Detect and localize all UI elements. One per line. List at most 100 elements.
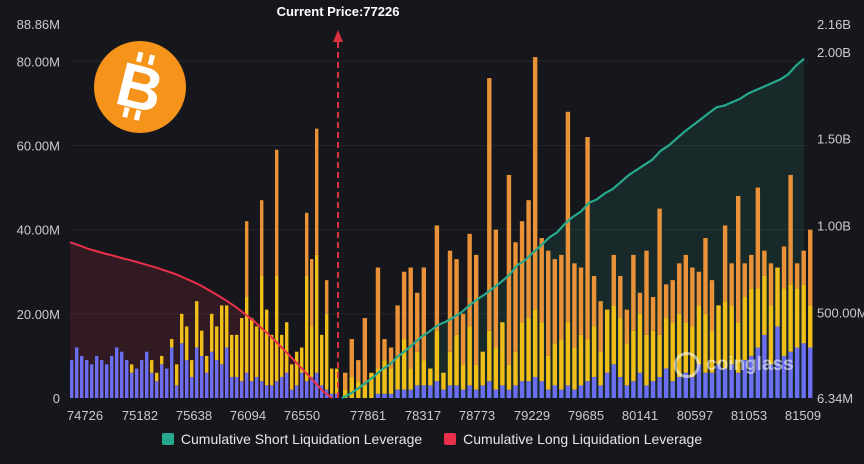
bar-segment	[270, 334, 274, 386]
bar-segment	[275, 381, 279, 398]
bar-segment	[135, 368, 139, 398]
bar-segment	[205, 355, 209, 373]
bar-segment	[415, 385, 420, 398]
bar-segment	[716, 305, 721, 365]
bar-segment	[572, 263, 577, 348]
bar-segment	[650, 296, 656, 331]
bar-segment	[225, 347, 229, 398]
bar-segment	[454, 334, 459, 386]
bar-segment	[150, 360, 154, 373]
bar-segment	[801, 343, 806, 398]
short-cumulative-line	[341, 57, 805, 399]
bar-segment	[605, 372, 610, 398]
bar-segment	[598, 351, 603, 386]
bar-segment	[781, 355, 787, 398]
bar-segment	[170, 339, 174, 348]
bar-segment	[506, 174, 512, 365]
bar-segment	[395, 355, 400, 390]
x-tick-label: 79229	[514, 408, 550, 423]
bar-segment	[500, 385, 505, 398]
bar-segment	[749, 288, 754, 356]
bar-segment	[155, 372, 159, 382]
bar-segment	[677, 263, 682, 314]
bar-segment	[447, 250, 453, 352]
bar-segment	[170, 347, 174, 398]
y-right-tick-label: 500.00M	[817, 305, 864, 320]
bar-segment	[591, 275, 597, 327]
bar-segment	[155, 381, 159, 398]
bar-segment	[578, 334, 584, 386]
bar-segment	[631, 381, 636, 398]
legend-item-long[interactable]: Cumulative Long Liquidation Leverage	[444, 431, 702, 447]
bar-segment	[788, 284, 793, 352]
bar-segment	[644, 385, 649, 398]
bar-segment	[434, 381, 440, 398]
bar-segment	[559, 254, 564, 340]
bar-segment	[100, 360, 104, 398]
bar-segment	[330, 368, 334, 394]
bar-segment	[657, 376, 662, 398]
bar-segment	[703, 313, 708, 373]
bar-segment	[275, 275, 279, 382]
bar-segment	[215, 360, 219, 398]
bar-segment	[275, 149, 279, 276]
bar-segment	[749, 355, 754, 398]
bar-segment	[235, 376, 239, 398]
bar-segment	[624, 385, 630, 398]
bar-segment	[180, 313, 184, 344]
bar-segment	[220, 364, 224, 398]
bar-segment	[539, 238, 544, 323]
bar-segment	[305, 275, 309, 382]
bar-segment	[300, 347, 304, 373]
bar-segment	[637, 313, 643, 373]
current-price-arrow-icon	[333, 30, 343, 42]
bar-segment	[270, 385, 274, 398]
bar-segment	[290, 364, 294, 390]
bar-segment	[325, 313, 329, 390]
bitcoin-logo-icon: B	[94, 41, 186, 133]
bar-segment	[546, 355, 551, 390]
bar-segment	[722, 225, 728, 302]
bar-segment	[650, 381, 656, 398]
bar-segment	[260, 381, 264, 398]
bar-segment	[709, 372, 715, 398]
bar-segment	[467, 326, 472, 386]
bar-segment	[624, 343, 630, 386]
bar-segment	[513, 242, 518, 352]
bar-segment	[200, 330, 204, 356]
bar-segment	[310, 326, 314, 377]
bar-segment	[657, 208, 662, 335]
bar-segment	[519, 322, 525, 382]
bar-segment	[395, 389, 400, 398]
bar-segment	[690, 376, 695, 398]
bar-segment	[598, 385, 603, 398]
bar-segment	[788, 351, 793, 398]
bar-segment	[388, 347, 394, 369]
bar-segment	[631, 330, 636, 382]
y-left-tick-label: 40.00M	[17, 223, 60, 238]
bar-segment	[395, 305, 400, 356]
bar-segment	[110, 355, 114, 398]
bar-segment	[598, 301, 603, 352]
bar-segment	[506, 364, 512, 390]
bar-segment	[160, 364, 164, 398]
bar-segment	[382, 360, 387, 394]
bar-segment	[631, 254, 636, 331]
bar-segment	[611, 305, 616, 365]
bar-segment	[375, 368, 381, 394]
bar-segment	[415, 351, 420, 386]
bar-segment	[480, 351, 485, 386]
bar-segment	[245, 372, 249, 398]
bar-segment	[408, 267, 413, 369]
bar-segment	[578, 267, 584, 335]
bar-segment	[441, 389, 446, 398]
x-tick-label: 76550	[284, 408, 320, 423]
legend-item-short[interactable]: Cumulative Short Liquidation Leverage	[161, 431, 422, 447]
bar-segment	[493, 347, 499, 390]
bar-segment	[447, 351, 453, 386]
bar-segment	[552, 259, 557, 344]
bar-segment	[140, 360, 144, 398]
bar-segment	[265, 385, 269, 398]
y-right-tick-label: 1.50B	[817, 132, 851, 147]
bar-segment	[755, 187, 761, 289]
